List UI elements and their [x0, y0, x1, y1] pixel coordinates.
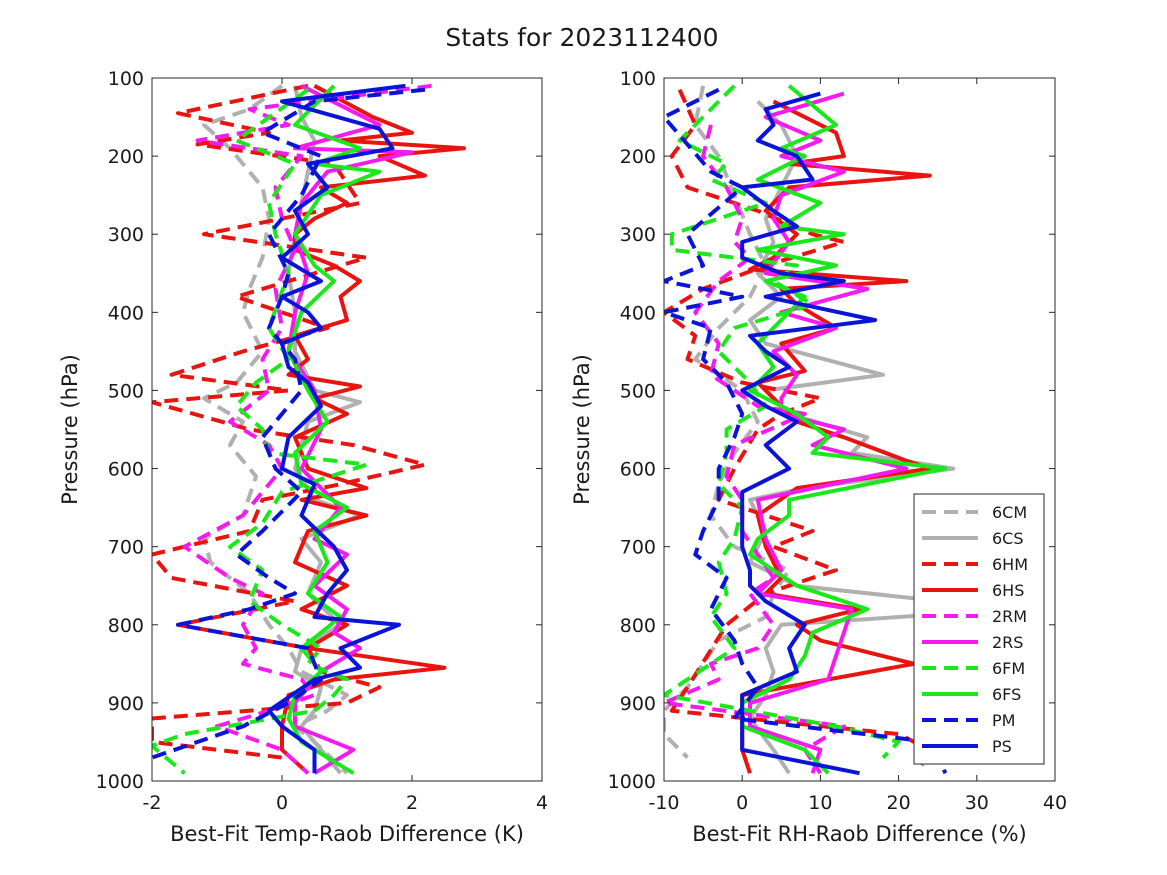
series-line-ps: [740, 91, 878, 776]
y-tick-label: 1000: [96, 771, 144, 793]
legend: 6CM 6CS 6HM 6HS 2RM 2RS 6FM 6FS PM PS: [913, 493, 1045, 765]
y-tick-label: 200: [108, 146, 144, 168]
y-tick-label: 400: [108, 302, 144, 324]
figure-title: Stats for 2023112400: [445, 23, 718, 52]
y-tick-label: 800: [108, 615, 144, 637]
x-tick-label: 30: [965, 792, 989, 814]
y-axis-label: Pressure (hPa): [58, 354, 82, 505]
x-tick-label: -10: [648, 792, 679, 814]
legend-label: 6HS: [992, 581, 1024, 600]
legend-label: 6CS: [992, 529, 1024, 548]
y-tick-label: 700: [108, 537, 144, 559]
series-line-pm: [664, 87, 948, 775]
series-lines: [664, 84, 1018, 776]
series-line-2rm: [664, 124, 846, 775]
series-line-6hs: [280, 84, 466, 775]
x-tick-label: 0: [276, 792, 288, 814]
rh-difference-panel: -10 0 10 20 30 40 100 200 300 400 500 600 700 800 900 1…: [570, 68, 1067, 846]
y-tick-label: 500: [620, 380, 656, 402]
y-tick-label: 400: [620, 302, 656, 324]
y-tick-label: 500: [108, 380, 144, 402]
y-tick-label: 100: [620, 68, 656, 90]
legend-label: 2RS: [992, 633, 1023, 652]
y-tick-label: 1000: [608, 771, 656, 793]
y-tick-label: 600: [620, 459, 656, 481]
x-tick-label: 2: [406, 792, 418, 814]
y-tick-label: 300: [620, 224, 656, 246]
y-axis-label: Pressure (hPa): [570, 354, 594, 505]
x-tick-label: 40: [1043, 792, 1067, 814]
legend-label: 2RM: [992, 607, 1027, 626]
axes-frame: [663, 77, 1056, 782]
legend-label: 6CM: [992, 503, 1027, 522]
legend-label: 6FS: [992, 685, 1021, 704]
legend-box: [913, 493, 1045, 765]
series-line-6cm: [202, 84, 349, 775]
legend-label: 6HM: [992, 555, 1028, 574]
y-tick-label: 100: [108, 68, 144, 90]
y-tick-label: 300: [108, 224, 144, 246]
x-tick-label: 0: [736, 792, 748, 814]
temp-difference-panel: -2 0 2 4 100 200 300 400 500 600 700 800 900 1000 Best…: [58, 68, 548, 846]
series-line-6fm: [152, 88, 369, 775]
y-tick-label: 200: [620, 146, 656, 168]
y-tick-label: 900: [108, 693, 144, 715]
x-tick-label: 10: [808, 792, 832, 814]
axes-frame: [151, 77, 543, 782]
x-tick-label: -2: [143, 792, 162, 814]
legend-label: PS: [992, 737, 1012, 756]
legend-label: 6FM: [992, 659, 1025, 678]
x-axis-label: Best-Fit Temp-Raob Difference (K): [170, 822, 524, 846]
series-line-6fs: [740, 84, 948, 775]
x-tick-label: 20: [887, 792, 911, 814]
x-tick-label: 4: [536, 792, 548, 814]
y-tick-label: 700: [620, 537, 656, 559]
series-line-pm: [152, 87, 426, 760]
series-lines: [152, 83, 466, 775]
x-axis-label: Best-Fit RH-Raob Difference (%): [692, 822, 1026, 846]
series-line-ps: [267, 83, 406, 774]
y-tick-label: 900: [620, 693, 656, 715]
y-tick-label: 600: [108, 459, 144, 481]
y-tick-label: 800: [620, 615, 656, 637]
legend-label: PM: [992, 711, 1015, 730]
